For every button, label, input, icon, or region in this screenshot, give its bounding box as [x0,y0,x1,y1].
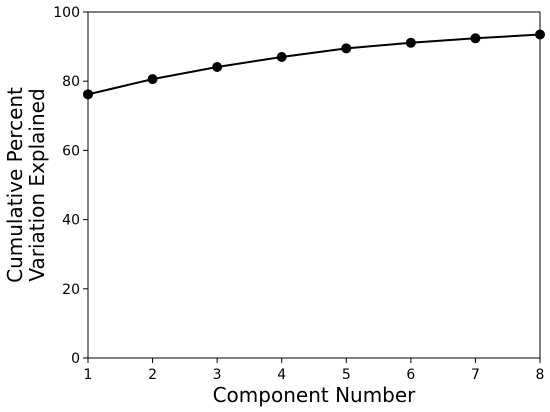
y-tick-label: 60 [62,143,80,159]
y-tick-label: 0 [71,351,80,367]
line [87,33,541,96]
x-tick-label: 3 [213,367,222,383]
marker [535,29,545,40]
x-tick-label: 5 [342,367,351,383]
marker [470,33,481,44]
y-axis-label: Variation Explained [25,88,49,281]
plot-frame [87,11,541,359]
y-tick-label: 100 [53,5,80,21]
y-tick-label: 40 [62,213,80,229]
marker [276,51,287,62]
marker [212,62,223,73]
x-tick-label: 8 [536,367,545,383]
x-tick-label: 1 [84,367,93,383]
y-axis-label: Cumulative Percent [3,87,27,283]
y-tick-label: 80 [62,74,80,90]
marker [405,37,416,48]
x-axis-label: Component Number [213,383,417,407]
marker [83,89,93,100]
marker [341,43,352,54]
x-tick-label: 6 [406,367,415,383]
x-tick-label: 2 [148,367,157,383]
marker [147,74,158,85]
x-tick-label: 7 [471,367,480,383]
y-tick-label: 20 [62,282,80,298]
x-tick-label: 4 [277,367,286,383]
